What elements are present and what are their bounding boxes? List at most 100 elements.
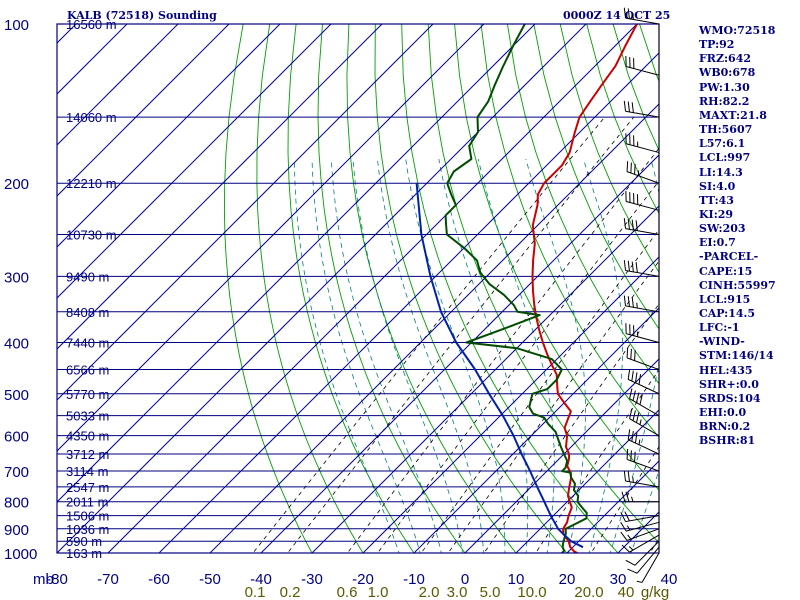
- moist-adiabat: [330, 158, 442, 553]
- temperature-tick-label: -40: [250, 571, 272, 588]
- wind-barb: [627, 546, 660, 574]
- stat-item: LCL:915: [699, 292, 751, 306]
- wind-barb-half-feather: [639, 419, 642, 425]
- isotherm: [107, 24, 638, 553]
- isotherm: [260, 154, 659, 553]
- wind-barb-feather: [632, 390, 636, 401]
- mixing-ratio-label: 5.0: [480, 584, 501, 600]
- dry-adiabat: [480, 24, 659, 438]
- wind-barb-feather: [635, 412, 640, 423]
- stat-item: -WIND-: [699, 335, 745, 349]
- wind-barb-feather: [623, 7, 627, 19]
- wind-barb-half-feather: [628, 546, 634, 551]
- wind-barb-shaft: [625, 110, 660, 118]
- wind-barb-shaft: [626, 458, 660, 472]
- wind-barb-shaft: [626, 357, 660, 371]
- mixing-ratio-line: [252, 116, 605, 553]
- pressure-tick-label: 1000: [4, 546, 37, 563]
- mixing-ratio-label: 2.0: [419, 584, 440, 600]
- moist-adiabat: [293, 158, 400, 553]
- mixing-ratio-label: g/kg: [641, 584, 669, 600]
- wind-barb-feather: [631, 219, 634, 231]
- wind-barb-feather: [629, 408, 633, 419]
- isotherm: [57, 24, 587, 553]
- wind-barb-shaft: [629, 398, 660, 417]
- wind-barb-feather: [630, 162, 632, 174]
- height-label: 1506 m: [66, 509, 109, 524]
- wind-barb-feather: [634, 451, 636, 463]
- stat-item: LCL:997: [699, 151, 751, 165]
- wind-barb-feather: [627, 296, 630, 307]
- pressure-tick-label: 800: [4, 495, 29, 512]
- isotherm: [57, 24, 332, 299]
- x-axis-label: mb: [33, 571, 54, 588]
- dry-adiabat: [745, 24, 800, 564]
- wind-barb-feather: [634, 350, 636, 361]
- wind-barb-feather: [632, 410, 636, 421]
- wind-barb-feather: [620, 512, 626, 522]
- wind-barb-feather: [623, 100, 627, 112]
- temperature-tick-label: 30: [610, 571, 627, 588]
- wind-barb-shaft: [626, 521, 660, 532]
- wind-barb-feather: [624, 511, 630, 522]
- dry-adiabat: [559, 24, 659, 274]
- mixing-ratio-label: 40: [618, 584, 635, 600]
- height-label: 3712 m: [66, 447, 109, 462]
- stat-item: CAPE:15: [699, 264, 753, 278]
- moist-adiabat: [352, 158, 463, 553]
- parcel-path-line: [415, 183, 584, 549]
- stat-item: SHR+:0.0: [699, 377, 759, 391]
- height-label: 5770 m: [66, 387, 109, 402]
- dry-adiabat: [374, 24, 568, 553]
- isotherm: [311, 205, 659, 553]
- isotherm: [464, 358, 659, 553]
- wind-barb-shaft: [626, 528, 660, 541]
- wind-barb: [625, 540, 660, 566]
- wind-barb-shaft: [626, 201, 660, 211]
- wind-barb-feather: [630, 348, 632, 360]
- wind-barb-feather: [627, 218, 630, 230]
- wind-barb-feather: [635, 220, 638, 231]
- stat-item: PW:1.30: [699, 80, 750, 94]
- moist-adiabat: [583, 158, 624, 553]
- stat-item: CINH:55997: [699, 278, 776, 292]
- wind-barb: [626, 448, 660, 472]
- wind-barb-shaft: [627, 439, 660, 455]
- wind-barb: [623, 7, 660, 25]
- mixing-ratio-line: [590, 445, 659, 553]
- wind-barb-shaft: [629, 534, 660, 553]
- pressure-tick-label: 100: [4, 17, 29, 34]
- wind-barb-shaft: [625, 480, 660, 488]
- wind-barb-shaft: [625, 270, 660, 277]
- wind-barb-half-feather: [636, 302, 638, 309]
- stat-item: SRDS:104: [699, 391, 761, 405]
- wind-barb-feather: [631, 296, 634, 308]
- wind-barb-feather: [623, 295, 627, 306]
- dry-adiabat: [533, 24, 659, 330]
- dry-adiabat: [256, 24, 364, 553]
- stat-item: BSHR:81: [699, 434, 756, 448]
- wind-barb: [636, 552, 660, 583]
- wind-barb-shaft: [626, 171, 660, 184]
- wind-barb-shaft: [627, 378, 660, 395]
- dry-adiabat: [346, 24, 517, 553]
- wind-barb: [625, 191, 660, 211]
- wind-barb: [625, 56, 660, 76]
- mixing-ratio-label: 1.0: [368, 584, 389, 600]
- stat-item: STM:146/14: [699, 349, 774, 363]
- temperature-line: [531, 24, 638, 553]
- mixing-ratio-line: [377, 180, 659, 553]
- stat-item: EI:0.7: [699, 236, 736, 250]
- wind-barb-shaft: [625, 17, 660, 25]
- wind-barb-half-feather: [626, 525, 631, 531]
- wind-barb-shaft: [625, 228, 660, 236]
- stat-item: KI:29: [699, 207, 734, 221]
- mixing-ratio-label: 0.1: [245, 584, 266, 600]
- stat-item: FRZ:642: [699, 52, 752, 66]
- temperature-tick-label: -50: [199, 571, 221, 588]
- isotherm: [57, 24, 536, 503]
- stat-item: SI:4.0: [699, 179, 736, 193]
- wind-barb: [623, 100, 660, 118]
- temperature-tick-label: -10: [403, 571, 425, 588]
- wind-barb-shaft: [625, 305, 660, 313]
